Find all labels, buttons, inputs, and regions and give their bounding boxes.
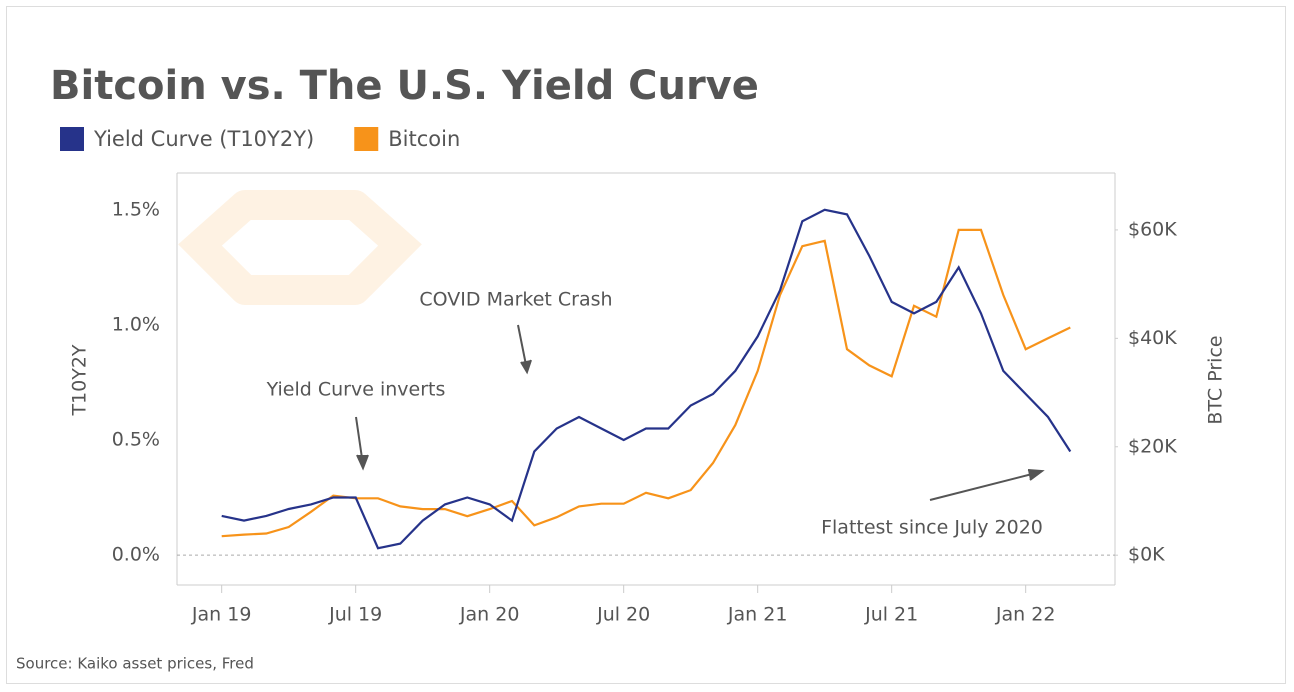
chart-title: Bitcoin vs. The U.S. Yield Curve — [50, 63, 759, 109]
y-tick-label: 1.0% — [112, 313, 160, 335]
x-tick-label: Jan 22 — [995, 604, 1056, 626]
y2-axis-title: BTC Price — [1205, 335, 1227, 424]
x-tick-label: Jul 20 — [596, 604, 650, 626]
y2-tick-label: $60K — [1128, 218, 1177, 240]
chart-card — [6, 6, 1286, 684]
annotation: Yield Curve inverts — [266, 379, 446, 401]
x-tick-label: Jul 19 — [328, 604, 382, 626]
annotation: Flattest since July 2020 — [821, 517, 1043, 539]
legend-swatch — [354, 127, 379, 151]
source-note: Source: Kaiko asset prices, Fred — [16, 655, 254, 673]
annotation: COVID Market Crash — [419, 289, 612, 311]
series-line — [221, 228, 1071, 538]
y-axis-title: T10Y2Y — [69, 344, 91, 416]
annotation-arrows — [355, 324, 1045, 501]
legend-label: Yield Curve (T10Y2Y) — [93, 127, 314, 151]
y2-tick-label: $0K — [1128, 544, 1165, 566]
x-tick-label: Jan 19 — [191, 604, 252, 626]
y2-tick-label: $20K — [1128, 435, 1177, 457]
x-tick-label: Jan 21 — [727, 604, 788, 626]
legend-label: Bitcoin — [388, 127, 460, 151]
x-tick-label: Jul 21 — [864, 604, 918, 626]
y-tick-label: 0.5% — [112, 428, 160, 450]
y-tick-label: 1.5% — [112, 198, 160, 220]
legend-swatch — [60, 127, 84, 151]
y2-tick-label: $40K — [1128, 327, 1177, 349]
series-line — [221, 208, 1072, 550]
y-tick-label: 0.0% — [112, 544, 160, 566]
watermark-logo — [178, 190, 422, 305]
x-tick-label: Jan 20 — [459, 604, 520, 626]
